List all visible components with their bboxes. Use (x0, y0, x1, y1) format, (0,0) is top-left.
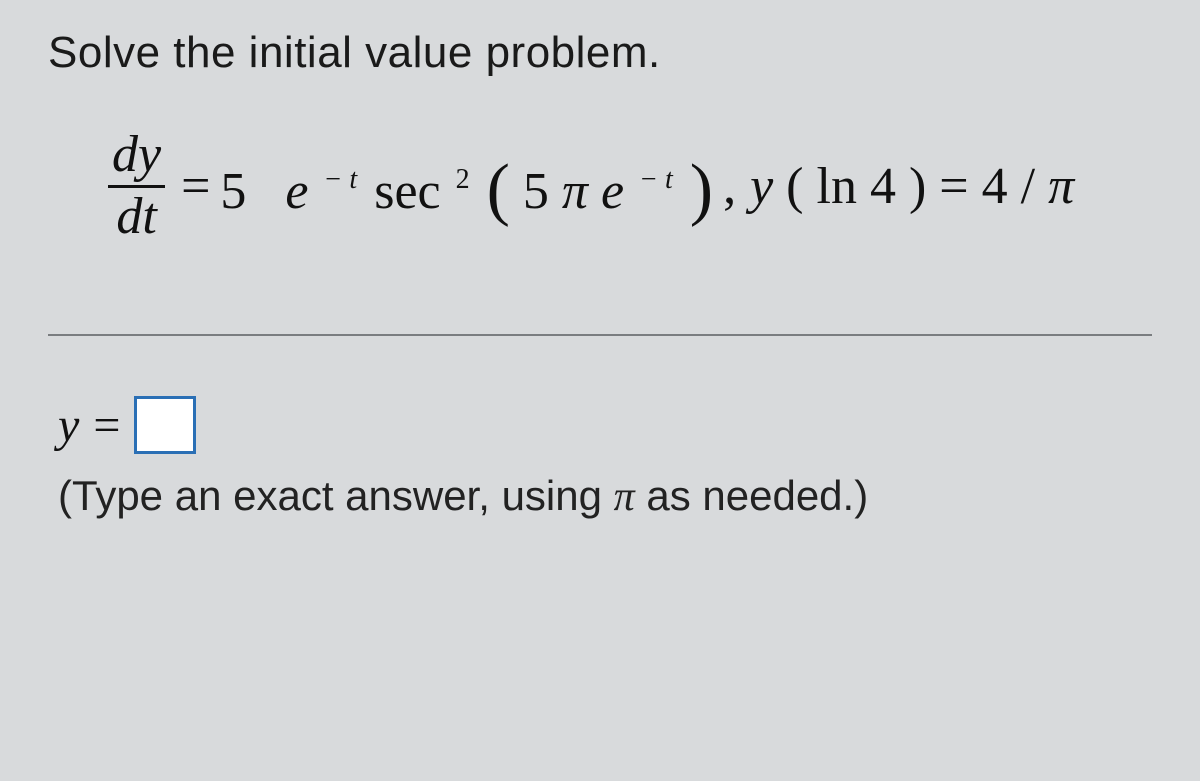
comma: , (723, 157, 736, 216)
inner-e: e (601, 163, 624, 220)
exponent-neg-t-2: − t (639, 164, 673, 195)
paren-close: ) (690, 151, 713, 228)
e-base-1: e (285, 163, 308, 220)
initial-condition: y ( ln 4 ) = 4 / π (750, 157, 1074, 216)
answer-row: y = (58, 396, 1152, 454)
exponent-neg-t-1: − t (324, 164, 358, 195)
cond-ln: ln (817, 158, 857, 215)
cond-arg-4: 4 (870, 158, 896, 215)
hint-pi: π (614, 474, 635, 520)
differential-equation: dy dt = 5 e − t sec 2 ( 5 π e − t ) , y … (108, 128, 1152, 244)
separator-line (48, 334, 1152, 336)
hint-open: (Type an exact answer, using (58, 472, 614, 519)
answer-input[interactable] (134, 396, 196, 454)
inner-5: 5 (523, 163, 549, 220)
thin-space (259, 163, 272, 220)
fraction-numerator: dy (108, 128, 165, 188)
problem-container: Solve the initial value problem. dy dt =… (0, 0, 1200, 521)
hint-text: (Type an exact answer, using π as needed… (58, 472, 1152, 521)
answer-y: y (58, 398, 79, 453)
inner-pi: π (562, 163, 588, 220)
cond-paren-close: ) (909, 158, 926, 215)
coefficient-5: 5 (220, 163, 246, 220)
sec-function: sec (374, 163, 453, 220)
fraction-denominator: dt (112, 188, 160, 245)
cond-slash: / (1021, 158, 1048, 215)
paren-open: ( (487, 151, 510, 228)
cond-equals: = (939, 158, 981, 215)
answer-equals: = (93, 398, 120, 453)
cond-rhs-4: 4 (982, 158, 1008, 215)
cond-rhs-pi: π (1048, 158, 1074, 215)
cond-paren-open: ( (786, 158, 803, 215)
dy-dt-fraction: dy dt (108, 128, 165, 244)
hint-close: as needed.) (635, 472, 869, 519)
cond-y: y (750, 158, 773, 215)
equals-sign: = (181, 157, 210, 216)
sec-exponent-2: 2 (456, 164, 470, 195)
prompt-text: Solve the initial value problem. (48, 28, 1152, 78)
